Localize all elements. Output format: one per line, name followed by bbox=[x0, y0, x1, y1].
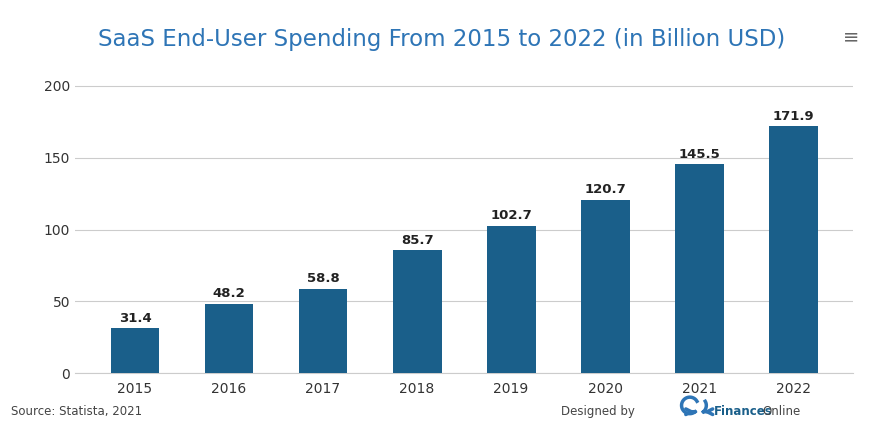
Bar bbox=[110, 328, 159, 373]
Bar bbox=[487, 226, 536, 373]
Bar bbox=[299, 289, 347, 373]
Bar bbox=[674, 164, 724, 373]
Text: SaaS End-User Spending From 2015 to 2022 (in Billion USD): SaaS End-User Spending From 2015 to 2022… bbox=[98, 28, 786, 51]
Text: Online: Online bbox=[762, 405, 800, 418]
Bar bbox=[769, 126, 818, 373]
Text: 102.7: 102.7 bbox=[491, 209, 532, 222]
Bar bbox=[581, 200, 629, 373]
Text: ≡: ≡ bbox=[842, 28, 859, 47]
Text: 48.2: 48.2 bbox=[213, 287, 246, 300]
Text: Designed by: Designed by bbox=[561, 405, 636, 418]
Bar bbox=[204, 304, 254, 373]
Text: 31.4: 31.4 bbox=[118, 311, 151, 324]
Text: 85.7: 85.7 bbox=[400, 233, 433, 247]
Text: 58.8: 58.8 bbox=[307, 272, 339, 285]
Text: Source: Statista, 2021: Source: Statista, 2021 bbox=[11, 405, 142, 418]
Bar bbox=[392, 250, 441, 373]
Text: 120.7: 120.7 bbox=[584, 183, 626, 196]
Text: 171.9: 171.9 bbox=[773, 110, 814, 123]
Text: Finances: Finances bbox=[714, 405, 773, 418]
Text: 145.5: 145.5 bbox=[678, 148, 720, 160]
